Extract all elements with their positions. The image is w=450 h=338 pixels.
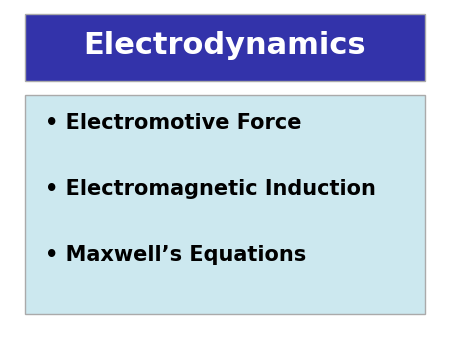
Text: • Electromotive Force: • Electromotive Force (45, 113, 302, 134)
Text: • Electromagnetic Induction: • Electromagnetic Induction (45, 179, 376, 199)
Text: Electrodynamics: Electrodynamics (84, 31, 366, 60)
Text: • Maxwell’s Equations: • Maxwell’s Equations (45, 245, 306, 265)
FancyBboxPatch shape (25, 14, 425, 81)
FancyBboxPatch shape (25, 95, 425, 314)
